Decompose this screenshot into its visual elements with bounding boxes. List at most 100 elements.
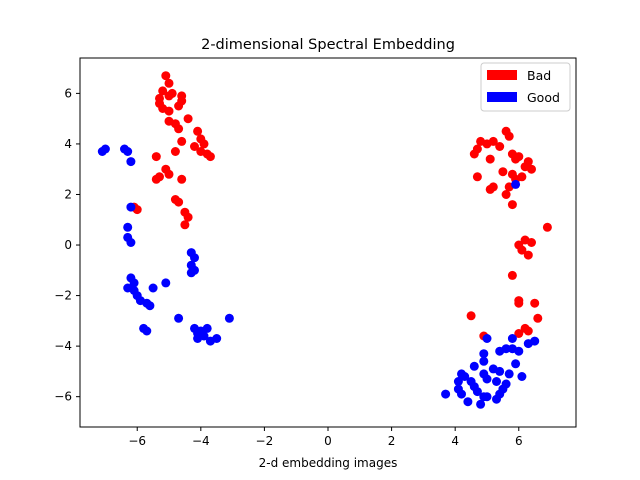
point-bad (158, 86, 168, 96)
point-good (511, 179, 521, 189)
point-good (190, 253, 199, 263)
point-good (126, 238, 136, 247)
point-good (100, 144, 110, 154)
point-bad (164, 169, 174, 179)
legend-swatch-bad (487, 70, 517, 80)
point-bad (199, 139, 209, 149)
y-tick-label: −6 (54, 390, 72, 404)
point-good (492, 394, 501, 404)
y-tick-label: −2 (54, 289, 72, 303)
y-tick-label: 2 (64, 187, 72, 201)
y-tick-label: −4 (54, 339, 72, 353)
point-good (463, 397, 473, 407)
point-good (507, 334, 517, 343)
point-bad (498, 167, 508, 177)
legend: Bad Good (480, 62, 571, 112)
point-good (476, 399, 486, 409)
point-bad (507, 270, 517, 280)
point-good (504, 369, 514, 379)
point-good (479, 356, 489, 366)
chart-title: 2-dimensional Spectral Embedding (201, 37, 455, 53)
point-good (482, 334, 492, 343)
point-bad (501, 190, 511, 199)
point-bad (507, 200, 517, 210)
point-good (161, 278, 171, 288)
point-good (142, 326, 152, 336)
y-axis: −6 −4 −2 0 2 4 6 (54, 86, 80, 404)
point-good (212, 334, 222, 343)
point-bad (514, 329, 524, 338)
legend-label-good: Good (527, 90, 560, 105)
point-bad (511, 154, 521, 164)
point-bad (542, 222, 552, 232)
point-bad (177, 174, 187, 184)
point-bad (530, 298, 540, 308)
point-bad (183, 114, 193, 124)
point-bad (180, 220, 190, 230)
point-good (186, 268, 196, 278)
point-good (492, 377, 501, 386)
point-bad (466, 311, 476, 321)
point-good (457, 389, 466, 399)
point-good (472, 387, 482, 397)
x-tick-label: 0 (324, 434, 332, 448)
point-good (501, 344, 511, 354)
legend-swatch-good (487, 92, 517, 102)
point-bad (164, 78, 174, 88)
point-good (479, 349, 489, 359)
x-tick-label: 2 (388, 434, 396, 448)
y-tick-label: 4 (64, 137, 72, 151)
point-bad (174, 124, 184, 134)
point-bad (517, 172, 527, 182)
point-good (469, 361, 479, 371)
point-good (145, 301, 155, 311)
point-bad (485, 154, 495, 164)
point-good (441, 389, 451, 399)
point-bad (527, 164, 536, 174)
point-bad (504, 131, 514, 141)
point-bad (151, 152, 161, 162)
point-bad (488, 136, 498, 146)
point-good (224, 313, 234, 323)
point-good (453, 377, 463, 386)
plot-area (97, 71, 552, 409)
point-good (482, 392, 492, 402)
series-good (97, 144, 540, 409)
point-bad (151, 174, 161, 184)
point-good (460, 372, 470, 381)
point-bad (177, 136, 187, 146)
point-good (123, 147, 133, 156)
point-good (495, 366, 505, 376)
point-good (501, 379, 511, 389)
point-bad (533, 313, 543, 323)
point-bad (517, 245, 527, 255)
point-bad (469, 149, 479, 159)
point-bad (190, 142, 199, 151)
point-bad (167, 88, 177, 98)
point-bad (183, 212, 193, 222)
x-axis-label: 2-d embedding images (259, 456, 398, 470)
y-tick-label: 6 (64, 86, 72, 100)
x-tick-label: −6 (128, 434, 146, 448)
point-good (123, 222, 133, 232)
point-good (530, 336, 540, 346)
point-bad (485, 184, 495, 194)
point-good (126, 202, 136, 212)
point-bad (472, 172, 482, 182)
point-bad (523, 250, 533, 260)
x-tick-label: 4 (451, 434, 459, 448)
point-bad (523, 326, 533, 336)
point-bad (174, 197, 184, 207)
point-good (514, 346, 524, 356)
point-bad (161, 71, 171, 81)
x-tick-label: −4 (192, 434, 210, 448)
point-good (511, 359, 521, 369)
x-tick-label: 6 (515, 434, 523, 448)
point-bad (527, 238, 536, 247)
point-good (174, 313, 184, 323)
series-bad (129, 71, 552, 341)
point-good (517, 372, 527, 381)
point-good (202, 323, 212, 333)
point-bad (174, 101, 184, 111)
